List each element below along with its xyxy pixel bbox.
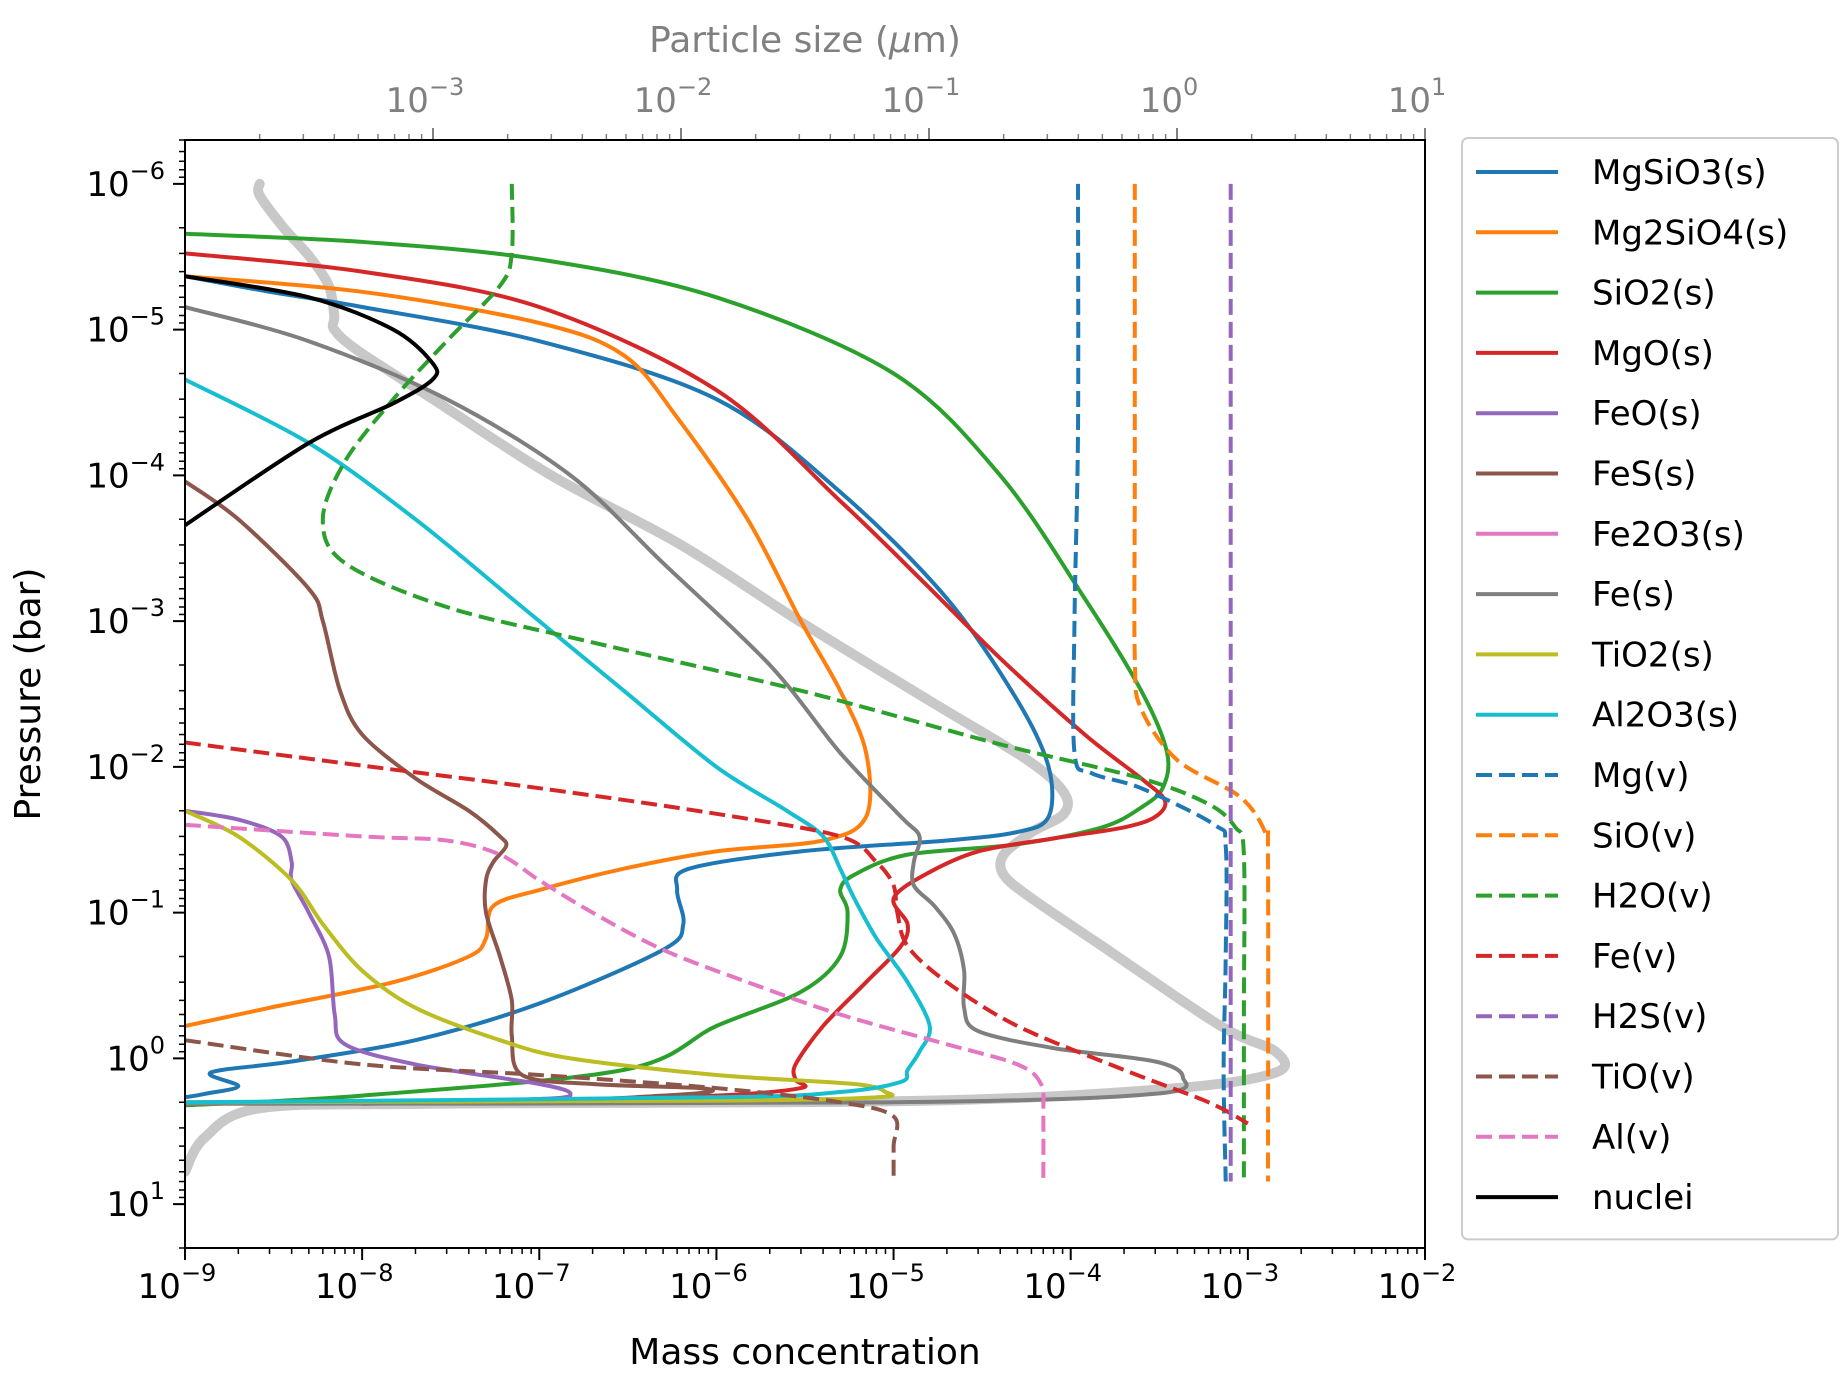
series-line-0 xyxy=(185,274,1055,1100)
data-curves xyxy=(185,178,1290,1182)
legend-label: FeS(s) xyxy=(1592,455,1696,495)
legend-label: TiO2(s) xyxy=(1591,635,1714,675)
top-tick-label: 10−1 xyxy=(882,73,961,121)
series-line-2 xyxy=(185,231,1171,1108)
series-line-8 xyxy=(185,808,895,1105)
legend-label: Fe(v) xyxy=(1592,937,1677,977)
legend-label: Fe(s) xyxy=(1592,575,1675,615)
y-tick-label: 101 xyxy=(106,1177,165,1225)
top-axis-label: Particle size (μm) xyxy=(649,20,961,61)
x-tick-label: 10−3 xyxy=(1201,1259,1280,1307)
series-line-1 xyxy=(185,274,873,1028)
x-axis-label: Mass concentration xyxy=(629,1332,980,1373)
legend-label: MgSiO3(s) xyxy=(1592,153,1767,193)
y-tick-label: 10−6 xyxy=(86,157,165,205)
plot-frame xyxy=(184,139,1426,1249)
legend: MgSiO3(s) Mg2SiO4(s) SiO2(s) MgO(s) FeO(s) Fe… xyxy=(1461,137,1839,1241)
x-tick-label: 10−4 xyxy=(1023,1259,1102,1307)
y-axis-label: Pressure (bar) xyxy=(8,568,49,821)
x-tick-label: 10−2 xyxy=(1378,1259,1457,1307)
legend-label: Al2O3(s) xyxy=(1592,696,1739,736)
x-tick-label: 10−9 xyxy=(138,1259,217,1307)
y-tick-label: 10−1 xyxy=(86,886,165,934)
x-tick-label: 10−6 xyxy=(669,1259,748,1307)
legend-label: Fe2O3(s) xyxy=(1592,515,1745,555)
series-line-13 xyxy=(185,740,1249,1126)
top-tick-label: 10−3 xyxy=(386,73,465,121)
x-tick-label: 10−8 xyxy=(315,1259,394,1307)
top-tick-label: 10−2 xyxy=(634,73,713,121)
legend-label: Mg(v) xyxy=(1592,756,1690,796)
series-line-17 xyxy=(185,274,440,527)
series-line-7 xyxy=(185,305,1189,1106)
series-line-9 xyxy=(185,377,932,1105)
legend-label: TiO(v) xyxy=(1591,1058,1695,1098)
axes: 10−9 10−8 10−7 10−6 10−5 10−4 10−3 10−2 10−6 10−5… xyxy=(86,73,1456,1307)
legend-label: H2S(v) xyxy=(1592,997,1707,1037)
series-line-15 xyxy=(185,1038,900,1182)
legend-label: SiO(v) xyxy=(1592,816,1696,856)
y-tick-label: 10−5 xyxy=(86,303,165,351)
top-tick-label: 101 xyxy=(1388,73,1447,121)
legend-label: SiO2(s) xyxy=(1592,274,1716,314)
series-line-11 xyxy=(1132,183,1271,1182)
top-tick-label: 100 xyxy=(1140,73,1199,121)
legend-label: Mg2SiO4(s) xyxy=(1592,213,1788,253)
legend-label: Al(v) xyxy=(1592,1118,1671,1158)
particle-size-curve xyxy=(185,178,1290,1177)
x-tick-label: 10−5 xyxy=(846,1259,925,1307)
y-tick-label: 10−3 xyxy=(86,594,165,642)
series-line-5 xyxy=(185,479,715,1106)
series-line-3 xyxy=(185,251,1168,1106)
legend-label: H2O(v) xyxy=(1592,877,1713,917)
y-tick-label: 10−4 xyxy=(86,448,165,496)
series-line-12 xyxy=(320,183,1247,1182)
series-line-16 xyxy=(185,822,1046,1182)
y-tick-label: 100 xyxy=(106,1031,165,1079)
legend-label: nuclei xyxy=(1592,1178,1694,1218)
legend-label: FeO(s) xyxy=(1592,394,1702,434)
series-line-10 xyxy=(1071,183,1229,1182)
legend-label: MgO(s) xyxy=(1592,334,1714,374)
y-tick-label: 10−2 xyxy=(86,740,165,788)
x-tick-label: 10−7 xyxy=(492,1259,571,1307)
